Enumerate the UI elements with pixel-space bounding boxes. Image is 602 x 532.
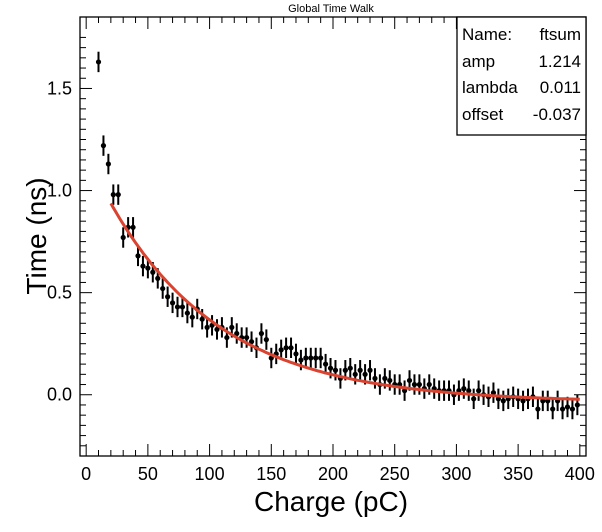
y-tick-label: 0.0 xyxy=(47,385,72,405)
data-point xyxy=(214,326,220,333)
data-point xyxy=(288,345,294,351)
data-point xyxy=(263,337,269,343)
x-axis-title: Charge (pC) xyxy=(254,486,408,517)
data-point xyxy=(244,334,250,341)
data-point xyxy=(461,386,467,392)
data-point xyxy=(322,361,329,367)
data-point xyxy=(347,365,353,371)
data-point xyxy=(574,402,580,408)
data-point xyxy=(318,355,324,361)
y-tick-label: 0.5 xyxy=(47,283,72,303)
data-point xyxy=(500,398,506,404)
data-point xyxy=(426,381,432,388)
data-point xyxy=(382,375,388,382)
y-tick-label: 1.0 xyxy=(47,181,72,201)
data-point xyxy=(248,339,255,345)
x-tick-label: 50 xyxy=(138,464,158,484)
x-tick-label: 0 xyxy=(81,464,91,484)
data-point xyxy=(569,406,576,412)
y-tick-labels: 0.0 0.5 1.0 1.5 xyxy=(47,78,72,404)
data-point xyxy=(174,304,181,310)
x-tick-label: 400 xyxy=(565,464,595,484)
data-point xyxy=(298,357,304,363)
data-point xyxy=(293,351,299,357)
data-point xyxy=(105,161,111,167)
data-point xyxy=(476,388,482,394)
data-point xyxy=(367,367,373,373)
stats-value-lambda: 0.011 xyxy=(540,78,581,97)
stats-value-offset: -0.037 xyxy=(533,105,581,124)
data-point xyxy=(490,390,497,396)
stats-box-frame xyxy=(456,16,587,136)
data-point xyxy=(535,406,541,412)
x-tick-label: 300 xyxy=(441,464,471,484)
data-point xyxy=(150,269,156,275)
data-point xyxy=(559,406,566,412)
y-tick-label: 1.5 xyxy=(47,78,72,98)
data-point xyxy=(372,375,378,382)
data-point xyxy=(550,406,556,412)
stats-box: Name: ftsum amp 1.214 lambda 0.011 offse… xyxy=(456,16,587,136)
data-point xyxy=(466,388,472,394)
data-point xyxy=(229,324,235,330)
data-point xyxy=(406,377,413,384)
data-point xyxy=(95,59,102,65)
data-point xyxy=(387,377,393,384)
data-point xyxy=(327,365,334,371)
data-point xyxy=(224,334,230,341)
stats-label-name: Name: xyxy=(462,25,512,44)
x-tick-label: 150 xyxy=(256,464,286,484)
data-point xyxy=(204,324,210,330)
data-point xyxy=(416,381,422,388)
data-point xyxy=(169,300,176,306)
fit-curve xyxy=(109,202,580,401)
data-point xyxy=(283,345,289,351)
data-point xyxy=(145,265,151,271)
data-point xyxy=(179,304,186,310)
x-tick-label: 250 xyxy=(380,464,410,484)
data-point xyxy=(130,224,136,230)
data-point xyxy=(160,285,166,292)
data-point xyxy=(234,330,240,337)
data-point xyxy=(120,234,126,241)
x-tick-label: 200 xyxy=(318,464,348,484)
x-tick-label: 100 xyxy=(195,464,225,484)
data-point xyxy=(352,371,358,377)
x-tick-label: 350 xyxy=(503,464,533,484)
data-point xyxy=(199,316,205,322)
data-point xyxy=(564,404,571,410)
data-point xyxy=(308,355,314,361)
stats-value-name: ftsum xyxy=(539,25,581,44)
data-point xyxy=(100,143,107,149)
data-point xyxy=(411,381,418,388)
data-point xyxy=(357,367,363,373)
data-point xyxy=(184,310,190,316)
data-point xyxy=(189,314,195,320)
data-point xyxy=(140,263,146,269)
data-point xyxy=(332,367,339,373)
data-point xyxy=(165,294,171,300)
x-tick-labels: 0 50 100 150 200 250 300 350 400 xyxy=(81,464,595,484)
chart-title: Global Time Walk xyxy=(288,3,374,15)
data-point xyxy=(520,398,526,404)
stats-label-offset: offset xyxy=(462,105,504,124)
data-point xyxy=(278,347,284,353)
data-point xyxy=(135,253,141,259)
stats-value-amp: 1.214 xyxy=(538,52,581,71)
data-point xyxy=(342,367,348,373)
data-point xyxy=(471,396,477,402)
data-point xyxy=(115,192,121,198)
data-point xyxy=(258,330,265,337)
data-point xyxy=(303,355,309,361)
stats-label-amp: amp xyxy=(462,52,495,71)
data-point xyxy=(362,371,368,377)
y-axis-title: Time (ns) xyxy=(21,177,52,294)
data-point xyxy=(110,192,116,198)
stats-label-lambda: lambda xyxy=(462,78,518,97)
data-point xyxy=(313,355,319,361)
data-point xyxy=(155,275,161,281)
